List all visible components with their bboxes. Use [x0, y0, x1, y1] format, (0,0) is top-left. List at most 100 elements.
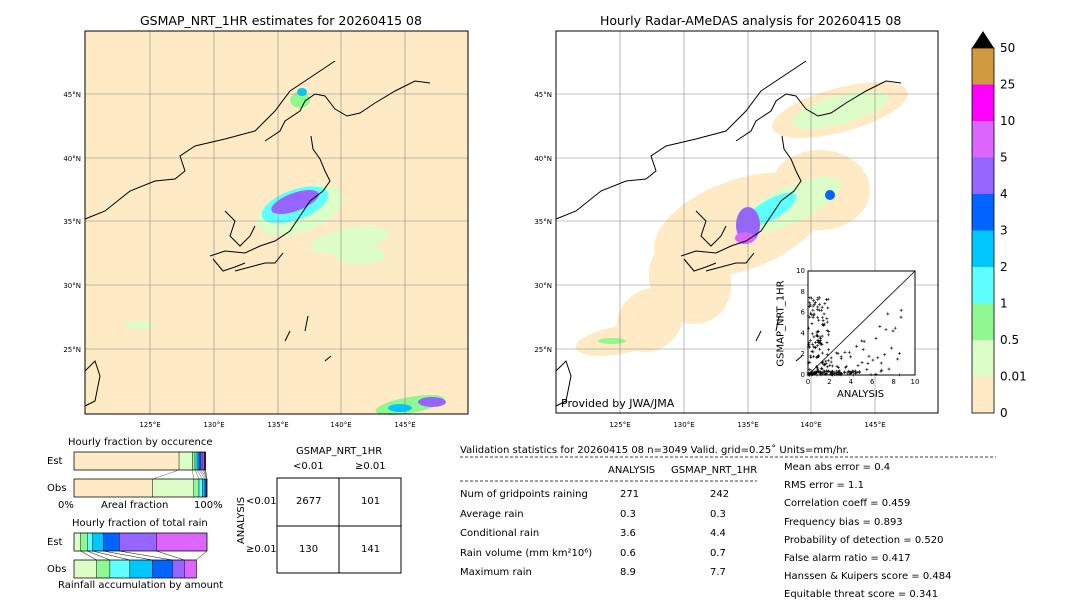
lat-tick-label: 30°N: [63, 282, 81, 290]
tot-est-segment: [80, 532, 88, 552]
scatter-point: [899, 315, 903, 319]
coastline: [695, 210, 727, 247]
stats-label: Average rain: [460, 508, 524, 520]
lat-tick-label: 40°N: [534, 155, 552, 163]
scatter-xlabel: ANALYSIS: [837, 389, 885, 400]
left-map-title: GSMAP_NRT_1HR estimates for 20260415 08: [140, 13, 422, 28]
right-map-frame: [555, 30, 939, 414]
colorbar-label: 0: [1000, 406, 1008, 420]
scatter-point: [878, 324, 882, 328]
tot-est-segment: [87, 532, 93, 552]
occ-est-segment: [178, 451, 193, 471]
scatter-point: [896, 357, 900, 361]
scatter-point: [825, 370, 829, 374]
scatter-point: [821, 319, 825, 323]
scatter-point: [809, 356, 813, 360]
lat-tick-label: 40°N: [63, 155, 81, 163]
scatter-point: [879, 361, 883, 365]
scatter-point: [850, 370, 854, 374]
connector: [92, 550, 130, 561]
scatter-point: [887, 367, 891, 371]
tot-obs-segment-frame: [73, 559, 197, 579]
scatter-point: [820, 334, 824, 338]
scatter-x-tick: 0: [806, 378, 810, 386]
scatter-point: [818, 302, 822, 306]
scatter-point: [812, 335, 816, 339]
coastline: [555, 60, 807, 220]
scatter-point: [807, 344, 811, 348]
scatter-point: [809, 313, 813, 317]
coastline: [680, 135, 802, 257]
occ-est-segment-frame: [73, 451, 206, 471]
scatter-point: [884, 328, 888, 331]
colorbar-label: 50: [1000, 41, 1015, 55]
occ-x-left: 0%: [58, 500, 74, 511]
scatter-point: [819, 370, 823, 374]
scatter-point: [819, 336, 823, 340]
scatter-point: [836, 366, 840, 370]
scatter-point: [829, 360, 833, 364]
scatter-point: [869, 373, 873, 377]
scatter-point: [831, 369, 835, 373]
lat-tick-label: 25°N: [534, 346, 552, 354]
scatter-point: [866, 361, 870, 365]
ct-cell: 130: [299, 544, 319, 555]
lat-tick-label: 35°N: [534, 218, 552, 226]
scatter-point: [851, 370, 855, 374]
scatter-diagonal: [807, 270, 916, 376]
scatter-point: [820, 305, 824, 309]
credit: Provided by JWA/JMA: [561, 397, 675, 410]
ct-row-0: <0.01: [246, 496, 277, 507]
rain-area: [598, 338, 626, 344]
lat-tick-label: 30°N: [534, 282, 552, 290]
rain-area: [418, 397, 446, 407]
scatter-x-tick: 8: [891, 378, 895, 386]
scatter-point: [890, 346, 894, 350]
scatter-point: [843, 370, 847, 374]
colorbar-label: 10: [1000, 114, 1015, 128]
scatter-point: [843, 350, 847, 354]
scatter-x-tick: 6: [870, 378, 875, 386]
stats-a: 3.6: [620, 528, 636, 539]
colorbar-label: 0.01: [1000, 370, 1027, 384]
score-line: RMS error = 1.1: [784, 480, 864, 492]
scatter-point: [824, 359, 828, 363]
scatter-point: [828, 363, 832, 367]
scatter-point: [845, 371, 849, 375]
stats-label: Maximum rain: [460, 567, 532, 578]
ct-col-1: ≥0.01: [355, 461, 386, 472]
scatter-point: [808, 354, 812, 358]
scatter-point: [880, 368, 884, 372]
coastline: [683, 258, 717, 272]
scatter-point: [808, 368, 812, 372]
stats-col-gsmap: GSMAP_NRT_1HR: [671, 465, 758, 476]
scatter-point: [819, 366, 823, 370]
scatter-point: [860, 339, 864, 343]
scatter-point: [807, 315, 811, 319]
tot-obs-segment: [172, 559, 185, 579]
lon-tick-label: 140°E: [800, 421, 821, 429]
stats-header: Validation statistics for 20260415 08 n=…: [460, 445, 849, 456]
colorbar-segment: [972, 340, 994, 377]
occ-xlabel: Areal fraction: [101, 500, 169, 511]
scatter-point: [862, 339, 866, 343]
colorbar-segment: [972, 230, 994, 267]
scatter-point: [857, 369, 861, 373]
occ-est-segment: [194, 451, 198, 471]
scatter-point: [825, 329, 829, 333]
scatter-point: [871, 358, 875, 362]
scatter-point: [812, 298, 816, 302]
colorbar-label: 3: [1000, 224, 1008, 238]
occ-obs-segment: [152, 478, 194, 498]
coastline: [212, 258, 246, 272]
scatter-point: [823, 302, 827, 306]
scatter-ylabel: GSMAP_NRT_1HR: [775, 280, 787, 367]
occ-obs-segment: [198, 478, 203, 498]
coastline: [735, 93, 847, 142]
scatter-point: [856, 364, 860, 368]
occ-obs-segment-frame: [73, 478, 208, 498]
colorbar-segment: [972, 376, 994, 413]
ct-col-0: <0.01: [293, 461, 324, 472]
scatter-point: [847, 350, 851, 354]
